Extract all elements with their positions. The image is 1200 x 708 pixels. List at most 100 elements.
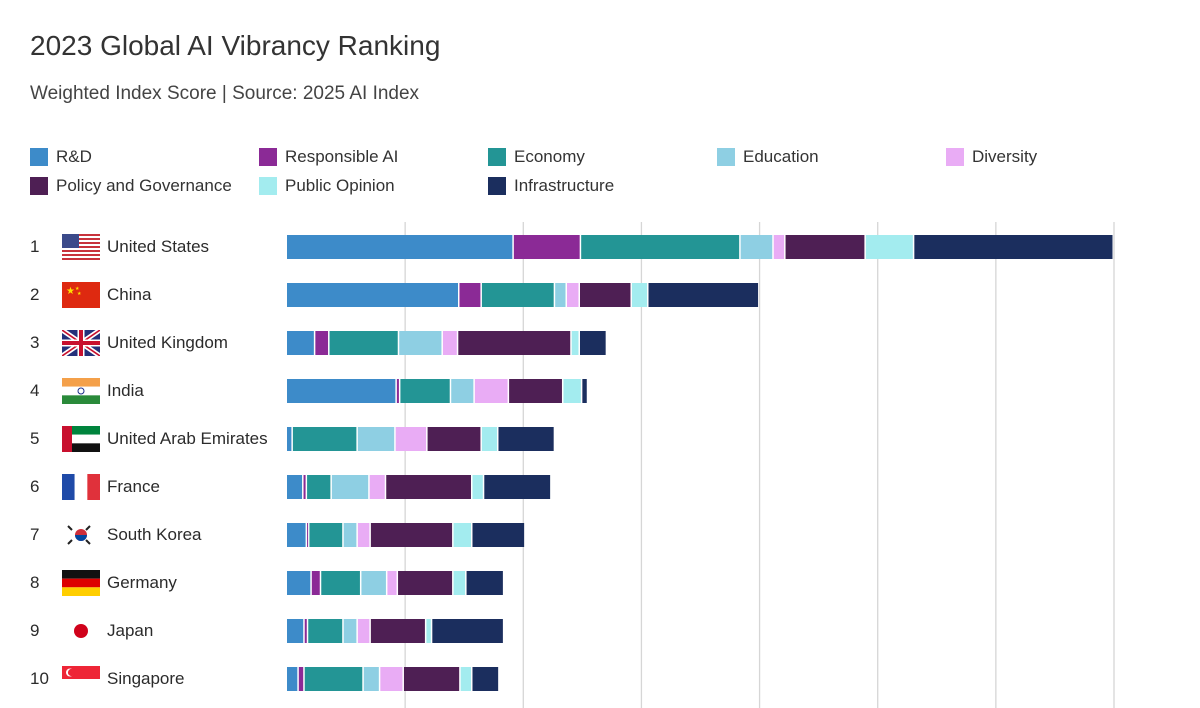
- bar-segment-infrastructure: [432, 619, 503, 643]
- bar-segment-economy: [481, 283, 554, 307]
- in-flag-icon: [62, 378, 100, 404]
- bar-segment-diversity: [773, 235, 785, 259]
- country-label: United States: [107, 237, 210, 256]
- bar-segment-infrastructure: [466, 571, 503, 595]
- rank-label: 1: [30, 237, 40, 256]
- bar-segment-public-opinion: [865, 235, 913, 259]
- legend-swatch: [259, 177, 277, 195]
- bar-segment-economy: [307, 475, 331, 499]
- bar-segment-responsible-ai: [303, 475, 306, 499]
- bar-segment-responsible-ai: [307, 523, 309, 547]
- bar-segment-r-d: [287, 475, 303, 499]
- bar-segment-diversity: [474, 379, 508, 403]
- bar-segment-policy-and-governance: [579, 283, 631, 307]
- bar-segment-diversity: [566, 283, 579, 307]
- legend-item: Economy: [488, 147, 585, 167]
- bar-segment-infrastructure: [484, 475, 551, 499]
- bar-segment-education: [740, 235, 773, 259]
- bar-segment-r-d: [287, 523, 306, 547]
- chart-title: 2023 Global AI Vibrancy Ranking: [30, 30, 441, 61]
- legend-label: Education: [743, 147, 819, 166]
- bar-segment-public-opinion: [563, 379, 581, 403]
- svg-text:★: ★: [77, 291, 82, 297]
- bar-segment-education: [555, 283, 566, 307]
- country-label: United Arab Emirates: [107, 429, 268, 448]
- bar-segment-diversity: [395, 427, 427, 451]
- cn-flag-icon: ★ ★ ★: [62, 282, 100, 308]
- rank-label: 3: [30, 333, 40, 352]
- svg-text:★: ★: [75, 286, 80, 292]
- kr-flag-icon: [62, 522, 100, 548]
- legend-label: Responsible AI: [285, 147, 399, 166]
- jp-flag-icon: [62, 618, 100, 644]
- fr-flag-icon: [62, 474, 100, 500]
- bar-segment-education: [451, 379, 474, 403]
- bar-segment-responsible-ai: [459, 283, 481, 307]
- legend-item: Public Opinion: [259, 176, 395, 196]
- legend-item: Education: [717, 147, 819, 167]
- bar-segment-policy-and-governance: [386, 475, 471, 499]
- gb-flag-icon: [60, 327, 102, 359]
- bar-segment-r-d: [287, 619, 304, 643]
- bar-segment-r-d: [287, 283, 458, 307]
- legend-swatch: [488, 177, 506, 195]
- bar-segment-r-d: [287, 235, 513, 259]
- bar-segment-economy: [581, 235, 740, 259]
- bar-segment-r-d: [287, 427, 292, 451]
- bar-segment-public-opinion: [426, 619, 431, 643]
- bar-segment-diversity: [380, 667, 403, 691]
- bar-segment-education: [399, 331, 442, 355]
- bar-segment-policy-and-governance: [509, 379, 562, 403]
- legend-item: Responsible AI: [259, 147, 398, 167]
- bar-segment-responsible-ai: [396, 379, 399, 403]
- legend-label: Public Opinion: [285, 176, 395, 195]
- rank-label: 2: [30, 285, 40, 304]
- bar-segment-diversity: [357, 523, 370, 547]
- bar-segment-education: [357, 427, 395, 451]
- bar-segment-infrastructure: [472, 667, 499, 691]
- rank-label: 8: [30, 573, 40, 592]
- chart-subtitle: Weighted Index Score | Source: 2025 AI I…: [30, 83, 420, 104]
- legend-label: Policy and Governance: [56, 176, 232, 195]
- legend-swatch: [30, 148, 48, 166]
- bar-segment-policy-and-governance: [398, 571, 453, 595]
- rank-label: 5: [30, 429, 40, 448]
- bar-segment-responsible-ai: [315, 331, 329, 355]
- legend-swatch: [259, 148, 277, 166]
- legend-swatch: [488, 148, 506, 166]
- de-flag-icon: [62, 570, 100, 596]
- bar-segment-education: [331, 475, 369, 499]
- bar-segment-economy: [329, 331, 398, 355]
- bar-segment-economy: [309, 523, 343, 547]
- legend-label: R&D: [56, 147, 92, 166]
- bar-segment-responsible-ai: [304, 619, 307, 643]
- bar-segment-r-d: [287, 331, 314, 355]
- bar-segment-diversity: [442, 331, 457, 355]
- legend-item: Diversity: [946, 147, 1037, 167]
- bar-segment-public-opinion: [472, 475, 483, 499]
- country-label: France: [107, 477, 160, 496]
- country-label: Singapore: [107, 669, 185, 688]
- bar-segment-economy: [292, 427, 357, 451]
- legend-item: Policy and Governance: [30, 176, 232, 196]
- bar-segment-education: [363, 667, 379, 691]
- bar-segment-infrastructure: [498, 427, 554, 451]
- bar-segment-public-opinion: [453, 571, 466, 595]
- sg-flag-icon: [62, 666, 100, 692]
- country-label: Japan: [107, 621, 154, 640]
- bar-segment-economy: [400, 379, 450, 403]
- bar-segment-education: [343, 619, 357, 643]
- rank-label: 4: [30, 381, 40, 400]
- bar-segment-r-d: [287, 379, 396, 403]
- bar-segment-education: [343, 523, 357, 547]
- bar-segment-responsible-ai: [513, 235, 580, 259]
- country-label: South Korea: [107, 525, 202, 544]
- bar-segment-education: [361, 571, 386, 595]
- legend-label: Diversity: [972, 147, 1038, 166]
- bar-segment-infrastructure: [648, 283, 759, 307]
- bar-segment-infrastructure: [472, 523, 525, 547]
- us-flag-icon: [62, 234, 100, 260]
- bar-segment-policy-and-governance: [403, 667, 460, 691]
- ae-flag-icon: [62, 426, 100, 452]
- rank-label: 10: [30, 669, 49, 688]
